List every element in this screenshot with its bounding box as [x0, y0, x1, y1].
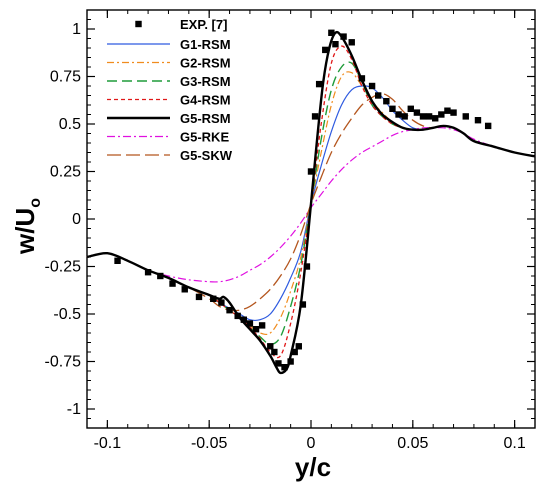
legend-label-g5-rsm: G5-RSM: [180, 111, 231, 126]
exp-point: [322, 46, 329, 54]
exp-point: [484, 122, 492, 130]
exp-point: [425, 113, 433, 120]
y-tick-label: -0.75: [45, 354, 82, 371]
exp-point: [287, 358, 294, 365]
x-axis: -0.1 -0.05 0 0.05 0.1: [86, 10, 536, 452]
exp-point: [169, 280, 176, 287]
exp-point: [474, 117, 482, 124]
series-layer: [86, 30, 536, 375]
exp-point: [450, 109, 457, 116]
x-tick-label: -0.1: [94, 435, 122, 452]
y-tick-label: 0.75: [50, 69, 81, 86]
exp-point: [340, 33, 347, 40]
exp-point: [295, 343, 302, 350]
legend: EXP. [7] G1-RSM G2-RSM G3-RSM G4-RSM G5-RSM G5…: [107, 17, 233, 163]
y-axis-title: w/Uo: [10, 198, 44, 255]
exp-point: [226, 307, 233, 314]
legend-label-g4-rsm: G4-RSM: [180, 93, 231, 108]
exp-point: [234, 312, 241, 320]
y-tick-label: 0: [72, 211, 81, 228]
exp-point: [299, 301, 307, 308]
y-axis-title-subscript: o: [27, 198, 44, 208]
exp-point: [144, 269, 152, 276]
exp-point: [303, 263, 311, 270]
y-tick-label: -0.25: [45, 259, 82, 276]
exp-point: [413, 109, 421, 116]
exp-point: [383, 98, 390, 105]
legend-marker-exp: [135, 20, 142, 28]
exp-point: [444, 107, 451, 114]
exp-point: [195, 293, 203, 301]
exp-point: [240, 316, 247, 323]
exp-point: [307, 168, 315, 175]
exp-point: [252, 326, 260, 333]
x-tick-label: 0.1: [504, 435, 526, 452]
legend-label-g3-rsm: G3-RSM: [180, 74, 231, 89]
experiment-points: [114, 29, 492, 371]
y-tick-label: -0.5: [53, 306, 81, 323]
exp-point: [401, 113, 408, 120]
exp-point: [419, 113, 427, 120]
plot-frame: [86, 9, 536, 429]
exp-point: [157, 272, 164, 280]
exp-point: [258, 322, 266, 329]
exp-point: [407, 105, 414, 112]
series-line-g5-rke: [86, 127, 536, 283]
x-tick-label: 0.05: [397, 435, 428, 452]
plot-border: [86, 9, 536, 429]
x-tick-label: -0.05: [191, 435, 228, 452]
legend-label-g2-rsm: G2-RSM: [180, 56, 231, 71]
legend-label-g1-rsm: G1-RSM: [180, 37, 231, 52]
x-tick-label: 0: [307, 435, 316, 452]
exp-point: [181, 286, 188, 293]
exp-point: [291, 348, 298, 356]
exp-point: [375, 92, 382, 99]
exp-point: [395, 111, 402, 118]
exp-point: [114, 257, 121, 264]
y-axis-title-main: w/U: [10, 208, 40, 255]
legend-label-g5-rke: G5-RKE: [180, 130, 229, 145]
exp-point: [358, 75, 366, 82]
y-axis: -1 -0.75 -0.5 -0.25 0 0.25 0.5 0.75 1: [45, 19, 535, 419]
y-tick-label: 0.5: [59, 116, 81, 133]
exp-point: [271, 348, 278, 356]
exp-point: [368, 82, 376, 90]
exp-point: [315, 80, 323, 88]
exp-point: [281, 364, 288, 371]
exp-point: [462, 113, 469, 120]
y-tick-label: 1: [72, 21, 81, 38]
exp-point: [210, 295, 217, 302]
exp-point: [348, 39, 355, 46]
exp-point: [438, 111, 445, 118]
exp-point: [389, 105, 396, 112]
exp-point: [267, 343, 274, 350]
series-line-g5-rsm: [86, 30, 536, 375]
legend-label-g5-skw: G5-SKW: [180, 148, 233, 163]
legend-label-exp: EXP. [7]: [180, 17, 227, 32]
exp-point: [432, 115, 439, 122]
exp-point: [311, 113, 319, 120]
exp-point: [275, 360, 282, 367]
exp-point: [218, 299, 225, 306]
y-tick-label: -1: [67, 401, 81, 418]
exp-point: [328, 29, 335, 36]
exp-point: [332, 41, 339, 48]
x-axis-title: y/c: [295, 452, 331, 482]
y-tick-label: 0.25: [50, 164, 81, 181]
exp-point: [246, 320, 254, 327]
